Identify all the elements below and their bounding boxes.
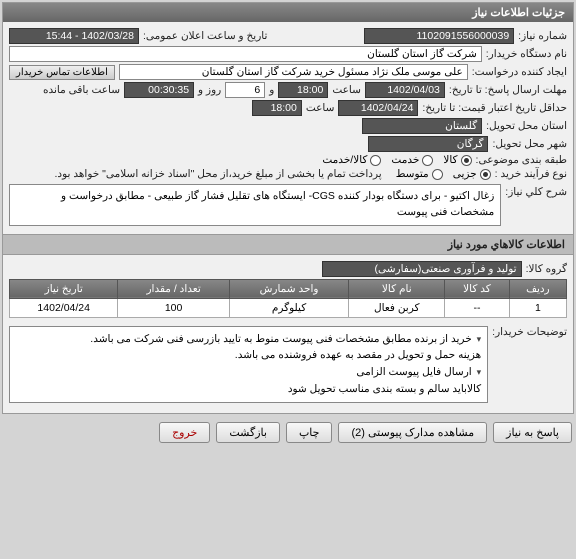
process-radios: جزیی متوسط	[396, 168, 491, 180]
validity-time: 18:00	[252, 100, 302, 116]
and-label: و	[269, 84, 274, 96]
announce-field: 1402/03/28 - 15:44	[9, 28, 139, 44]
note-line-3: ارسال فایل پیوست الزامی	[356, 366, 471, 378]
td-date: 1402/04/24	[10, 298, 118, 317]
city-label: شهر محل تحویل:	[492, 138, 567, 150]
deadline-time: 18:00	[278, 82, 328, 98]
print-button[interactable]: چاپ	[286, 422, 333, 443]
radio-service-label: خدمت	[391, 154, 419, 166]
time-label-2: ساعت	[306, 102, 335, 114]
items-table: ردیف کد کالا نام کالا واحد شمارش تعداد /…	[9, 279, 567, 318]
buyer-notes-box: ▾ خرید از برنده مطابق مشخصات فنی پیوست م…	[9, 326, 488, 403]
buyer-label: نام دستگاه خریدار:	[486, 48, 567, 60]
radio-goods-label: کالا	[443, 154, 457, 166]
td-code: --	[445, 298, 509, 317]
remaining-label: ساعت باقی مانده	[43, 84, 120, 96]
table-row[interactable]: 1 -- کربن فعال کیلوگرم 100 1402/04/24	[10, 298, 567, 317]
main-panel: جزئیات اطلاعات نیاز شماره نیاز: 11020915…	[2, 2, 574, 414]
desc-box: زغال اکتیو - برای دستگاه بودار کننده CGS…	[9, 184, 501, 226]
deadline-label: مهلت ارسال پاسخ: تا تاریخ:	[449, 84, 567, 96]
validity-date: 1402/04/24	[338, 100, 418, 116]
requester-label: ایجاد کننده درخواست:	[472, 66, 567, 78]
contact-button[interactable]: اطلاعات تماس خریدار	[9, 65, 115, 80]
th-row: ردیف	[509, 279, 566, 298]
th-unit: واحد شمارش	[229, 279, 348, 298]
radio-minor[interactable]	[480, 169, 491, 180]
requester-field: علی موسی ملک نژاد مسئول خرید شرکت گاز اس…	[119, 64, 468, 80]
td-qty: 100	[118, 298, 229, 317]
radio-service[interactable]	[422, 155, 433, 166]
process-note: پرداخت تمام یا بخشی از مبلغ خرید،از محل …	[55, 168, 382, 180]
note-line-2: هزینه حمل و تحویل در مقصد به عهده فروشند…	[235, 349, 481, 361]
validity-label: حداقل تاریخ اعتبار قیمت: تا تاریخ:	[422, 102, 567, 114]
deadline-date: 1402/04/03	[365, 82, 445, 98]
th-qty: تعداد / مقدار	[118, 279, 229, 298]
buyer-field: شرکت گاز استان گلستان	[9, 46, 482, 62]
days-field: 6	[225, 82, 265, 98]
th-code: کد کالا	[445, 279, 509, 298]
th-date: تاریخ نیاز	[10, 279, 118, 298]
buyer-notes-label: توضیحات خریدار:	[492, 322, 567, 338]
days-label: روز و	[198, 84, 221, 96]
respond-button[interactable]: پاسخ به نیاز	[493, 422, 572, 443]
category-label: طبقه بندی موضوعی:	[476, 154, 567, 166]
back-button[interactable]: بازگشت	[216, 422, 280, 443]
chevron-icon-2: ▾	[477, 367, 482, 377]
countdown: 00:30:35	[124, 82, 194, 98]
province-field: گلستان	[362, 118, 482, 134]
group-label: گروه کالا:	[526, 263, 567, 275]
process-label: نوع فرآیند خرید :	[495, 168, 567, 180]
announce-label: تاریخ و ساعت اعلان عمومی:	[143, 30, 267, 42]
exit-button[interactable]: خروج	[159, 422, 210, 443]
group-field: تولید و فرآوری صنعتی(سفارشی)	[322, 261, 522, 277]
table-header-row: ردیف کد کالا نام کالا واحد شمارش تعداد /…	[10, 279, 567, 298]
radio-minor-label: جزیی	[453, 168, 477, 180]
attachments-button[interactable]: مشاهده مدارک پیوستی (2)	[338, 422, 487, 443]
note-line-4: کالاباید سالم و بسته بندی مناسب تحویل شو…	[288, 383, 481, 395]
time-label-1: ساعت	[332, 84, 361, 96]
radio-both[interactable]	[370, 155, 381, 166]
category-radios: کالا خدمت کالا/خدمت	[322, 154, 471, 166]
province-label: استان محل تحویل:	[486, 120, 567, 132]
chevron-icon: ▾	[477, 334, 482, 344]
radio-medium[interactable]	[432, 169, 443, 180]
items-section-title: اطلاعات كالاهاي مورد نياز	[3, 234, 573, 255]
td-name: کربن فعال	[349, 298, 445, 317]
radio-medium-label: متوسط	[396, 168, 429, 180]
req-no-field: 1102091556000039	[364, 28, 514, 44]
td-unit: کیلوگرم	[229, 298, 348, 317]
req-no-label: شماره نیاز:	[518, 30, 567, 42]
td-row: 1	[509, 298, 566, 317]
panel-title: جزئیات اطلاعات نیاز	[3, 3, 573, 22]
radio-both-label: کالا/خدمت	[322, 154, 367, 166]
city-field: گرگان	[368, 136, 488, 152]
desc-label: شرح کلي نياز:	[505, 182, 567, 198]
th-name: نام کالا	[349, 279, 445, 298]
note-line-1: خرید از برنده مطابق مشخصات فنی پیوست منو…	[90, 333, 471, 345]
radio-goods[interactable]	[461, 155, 472, 166]
footer-buttons: پاسخ به نیاز مشاهده مدارک پیوستی (2) چاپ…	[0, 416, 576, 449]
